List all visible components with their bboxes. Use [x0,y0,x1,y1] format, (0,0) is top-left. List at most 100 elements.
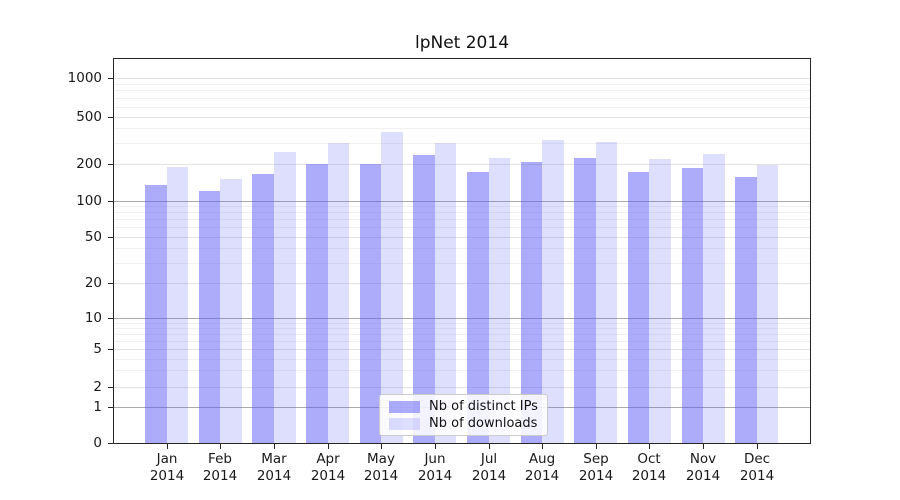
bar-nb-of-downloads-oct[interactable] [649,158,672,443]
y-tick-1 [108,407,113,408]
x-tick-mar [274,444,275,449]
bar-nb-of-distinct-ips-oct[interactable] [627,171,650,443]
x-tick-label-month: Jul [480,451,498,467]
y-tick-label-1000: 1000 [67,70,102,86]
y-tick-50 [108,237,113,238]
x-tick-label-year: 2014 [417,468,453,484]
bar-nb-of-distinct-ips-feb[interactable] [198,190,221,443]
x-tick-label-feb: Feb 2014 [188,451,252,485]
x-tick-label-year: 2014 [202,468,238,484]
gridline-900 [114,84,810,85]
x-tick-label-may: May 2014 [349,451,413,485]
bar-nb-of-downloads-aug[interactable] [542,140,564,443]
bar-nb-of-distinct-ips-jul[interactable] [466,172,489,443]
plot-area [113,58,811,444]
bar-nb-of-distinct-ips-nov[interactable] [681,168,704,443]
x-tick-label-jan: Jan 2014 [135,451,199,485]
gridline-500 [114,117,810,118]
y-tick-100 [108,201,113,202]
legend-item-nb-of-downloads[interactable]: Nb of downloads [389,415,541,432]
bar-nb-of-downloads-mar[interactable] [273,152,296,443]
x-tick-jun [435,444,436,449]
gridline-100 [114,201,810,202]
gridline-300 [114,143,810,144]
x-tick-label-dec: Dec 2014 [725,451,789,485]
y-tick-1000 [108,78,113,79]
gridline-70 [114,219,810,220]
y-tick-label-20: 20 [84,275,102,291]
x-tick-label-year: 2014 [524,468,560,484]
bar-nb-of-downloads-feb[interactable] [220,179,242,443]
y-tick-label-500: 500 [76,109,102,125]
chart-title: lpNet 2014 [414,33,510,53]
gridline-6 [114,341,810,342]
legend-label: Nb of distinct IPs [429,399,538,414]
bar-nb-of-downloads-jun[interactable] [434,143,457,443]
x-tick-label-year: 2014 [739,468,775,484]
bar-nb-of-distinct-ips-aug[interactable] [520,162,543,443]
x-tick-label-month: Sep [583,451,609,467]
x-tick-label-year: 2014 [471,468,507,484]
x-tick-label-year: 2014 [631,468,667,484]
y-tick-label-5: 5 [93,341,102,357]
x-tick-label-jul: Jul 2014 [457,451,521,485]
y-tick-label-100: 100 [76,193,102,209]
bar-nb-of-downloads-dec[interactable] [756,164,779,443]
y-tick-2 [108,387,113,388]
gridline-600 [114,107,810,108]
x-tick-label-month: Oct [637,451,661,467]
bar-nb-of-distinct-ips-dec[interactable] [735,176,757,443]
x-tick-label-month: Feb [208,451,232,467]
x-tick-label-month: Dec [743,451,771,467]
y-tick-label-1: 1 [93,399,102,415]
x-tick-label-oct: Oct 2014 [617,451,681,485]
gridline-700 [114,98,810,99]
bar-nb-of-downloads-apr[interactable] [327,143,350,443]
bar-nb-of-distinct-ips-jun[interactable] [413,155,435,443]
gridline-40 [114,248,810,249]
gridline-1000 [114,78,810,79]
legend-item-nb-of-distinct-ips[interactable]: Nb of distinct IPs [389,398,541,415]
bar-nb-of-distinct-ips-sep[interactable] [574,157,596,443]
gridline-4 [114,359,810,360]
y-tick-label-200: 200 [76,156,102,172]
gridline-3 [114,370,810,371]
gridline-10 [114,318,810,319]
legend-label: Nb of downloads [429,416,538,431]
y-tick-5 [108,349,113,350]
x-tick-label-month: Nov [689,451,717,467]
x-tick-label-month: Jan [156,451,178,467]
gridline-2 [114,387,810,388]
bar-nb-of-distinct-ips-may[interactable] [359,164,382,443]
bar-nb-of-downloads-nov[interactable] [703,154,725,443]
bar-nb-of-downloads-may[interactable] [381,131,403,443]
legend-swatch-nb-of-downloads [389,417,420,430]
gridline-400 [114,128,810,129]
gridline-80 [114,212,810,213]
y-tick-label-10: 10 [84,310,102,326]
gridline-800 [114,90,810,91]
gridline-5 [114,349,810,350]
x-tick-nov [703,444,704,449]
x-tick-label-jun: Jun 2014 [403,451,467,485]
y-tick-200 [108,164,113,165]
bar-nb-of-distinct-ips-mar[interactable] [252,173,274,443]
gridline-8 [114,328,810,329]
gridline-9 [114,323,810,324]
x-tick-feb [220,444,221,449]
bar-nb-of-downloads-jul[interactable] [488,158,511,443]
x-tick-label-month: Aug [528,451,556,467]
x-tick-label-year: 2014 [578,468,614,484]
x-tick-label-month: Jun [424,451,446,467]
bar-nb-of-downloads-jan[interactable] [166,167,189,443]
x-tick-sep [596,444,597,449]
x-tick-may [381,444,382,449]
bar-nb-of-downloads-sep[interactable] [595,142,618,443]
gridline-20 [114,283,810,284]
legend-swatch-nb-of-distinct-ips [389,400,420,413]
bar-nb-of-distinct-ips-jan[interactable] [145,184,167,443]
x-tick-label-month: Apr [316,451,340,467]
y-tick-500 [108,117,113,118]
bar-nb-of-distinct-ips-apr[interactable] [306,164,328,443]
